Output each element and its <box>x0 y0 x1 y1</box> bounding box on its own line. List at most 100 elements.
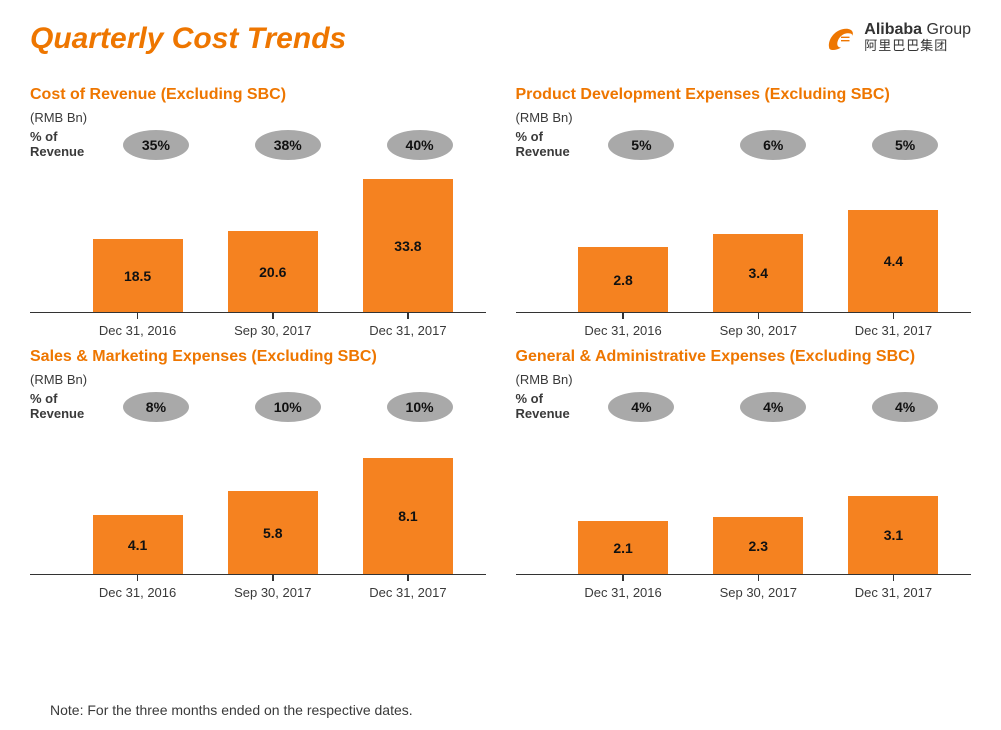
chart-panel-sales_marketing: Sales & Marketing Expenses (Excluding SB… <box>30 348 486 600</box>
bar-value-label: 20.6 <box>259 264 286 280</box>
tick-mark <box>758 313 760 319</box>
bar-value-label: 8.1 <box>398 508 417 524</box>
pct-badge: 10% <box>255 392 321 422</box>
bar: 33.8 <box>363 179 453 312</box>
bar-value-label: 5.8 <box>263 525 282 541</box>
pct-badge: 4% <box>608 392 674 422</box>
bar-value-label: 2.1 <box>613 540 632 556</box>
pct-badge: 4% <box>872 392 938 422</box>
x-axis-label: Dec 31, 2016 <box>556 585 691 600</box>
x-axis-label: Dec 31, 2016 <box>70 323 205 338</box>
bar-slot: 20.6 <box>205 163 340 312</box>
bar-value-label: 3.1 <box>884 527 903 543</box>
pct-of-revenue-label: % ofRevenue <box>516 392 576 422</box>
bar-slot: 3.4 <box>691 163 826 312</box>
chart-title: Cost of Revenue (Excluding SBC) <box>30 86 486 104</box>
x-axis-labels: Dec 31, 2016Sep 30, 2017Dec 31, 2017 <box>516 583 972 600</box>
tick-row <box>30 313 486 319</box>
bar: 2.8 <box>578 247 668 312</box>
pct-of-revenue-label: % ofRevenue <box>30 130 90 160</box>
bar-slot: 4.1 <box>70 425 205 574</box>
chart-unit-label: (RMB Bn) <box>30 110 486 125</box>
charts-grid: Cost of Revenue (Excluding SBC) (RMB Bn)%… <box>0 56 1001 600</box>
chart-title: General & Administrative Expenses (Exclu… <box>516 348 972 366</box>
chart-panel-cost_of_revenue: Cost of Revenue (Excluding SBC) (RMB Bn)%… <box>30 86 486 338</box>
x-axis-label: Dec 31, 2016 <box>556 323 691 338</box>
pct-badge: 4% <box>740 392 806 422</box>
footnote: Note: For the three months ended on the … <box>50 702 413 718</box>
tick-mark <box>407 313 409 319</box>
bar-value-label: 2.8 <box>613 272 632 288</box>
pct-of-revenue-row: % ofRevenue5%6%5% <box>516 127 972 163</box>
bar-area: 2.1 2.3 3.1 <box>516 425 972 575</box>
bar-value-label: 2.3 <box>749 538 768 554</box>
bar-value-label: 33.8 <box>394 238 421 254</box>
bar-value-label: 3.4 <box>749 265 768 281</box>
pct-of-revenue-label: % ofRevenue <box>516 130 576 160</box>
bar: 4.1 <box>93 515 183 574</box>
pct-badge: 6% <box>740 130 806 160</box>
bar-area: 2.8 3.4 4.4 <box>516 163 972 313</box>
x-axis-label: Dec 31, 2016 <box>70 585 205 600</box>
bar: 3.4 <box>713 234 803 312</box>
bar-slot: 18.5 <box>70 163 205 312</box>
x-axis-label: Sep 30, 2017 <box>205 585 340 600</box>
pct-of-revenue-row: % ofRevenue 4% 4% 4% <box>516 389 972 425</box>
bar-slot: 2.3 <box>691 425 826 574</box>
tick-mark <box>622 313 624 319</box>
x-axis-labels: Dec 31, 2016Sep 30, 2017Dec 31, 2017 <box>30 583 486 600</box>
tick-row <box>516 313 972 319</box>
pct-badge: 35% <box>123 130 189 160</box>
bar-slot: 2.8 <box>556 163 691 312</box>
bar-value-label: 4.4 <box>884 253 903 269</box>
chart-unit-label: (RMB Bn) <box>30 372 486 387</box>
logo-text: Alibaba Group 阿里巴巴集团 <box>864 22 971 52</box>
chart-unit-label: (RMB Bn) <box>516 110 972 125</box>
bar-slot: 8.1 <box>340 425 475 574</box>
x-axis-label: Sep 30, 2017 <box>691 323 826 338</box>
chart-title: Product Development Expenses (Excluding … <box>516 86 972 104</box>
bar-slot: 4.4 <box>826 163 961 312</box>
x-axis-label: Sep 30, 2017 <box>205 323 340 338</box>
tick-mark <box>272 575 274 581</box>
tick-mark <box>272 313 274 319</box>
tick-row <box>30 575 486 581</box>
logo-chinese: 阿里巴巴集团 <box>864 39 971 53</box>
tick-mark <box>622 575 624 581</box>
tick-mark <box>893 575 895 581</box>
tick-row <box>516 575 972 581</box>
x-axis-label: Dec 31, 2017 <box>340 323 475 338</box>
bar-value-label: 18.5 <box>124 268 151 284</box>
bar: 2.3 <box>713 517 803 574</box>
pct-of-revenue-row: % ofRevenue 8% 10% 10% <box>30 389 486 425</box>
pct-badge: 40% <box>387 130 453 160</box>
x-axis-label: Dec 31, 2017 <box>340 585 475 600</box>
bar: 5.8 <box>228 491 318 574</box>
bar: 3.1 <box>848 496 938 574</box>
tick-mark <box>758 575 760 581</box>
pct-badge: 38% <box>255 130 321 160</box>
page-title: Quarterly Cost Trends <box>30 22 346 56</box>
x-axis-label: Dec 31, 2017 <box>826 585 961 600</box>
chart-panel-general_admin: General & Administrative Expenses (Exclu… <box>516 348 972 600</box>
bar: 2.1 <box>578 521 668 574</box>
pct-of-revenue-row: % ofRevenue 35% 38% 40% <box>30 127 486 163</box>
logo-wordmark: Alibaba Group <box>864 22 971 39</box>
pct-of-revenue-label: % ofRevenue <box>30 392 90 422</box>
bar-area: 18.5 20.6 33.8 <box>30 163 486 313</box>
x-axis-labels: Dec 31, 2016Sep 30, 2017Dec 31, 2017 <box>516 321 972 338</box>
x-axis-label: Sep 30, 2017 <box>691 585 826 600</box>
bar-slot: 5.8 <box>205 425 340 574</box>
bar-slot: 2.1 <box>556 425 691 574</box>
chart-title: Sales & Marketing Expenses (Excluding SB… <box>30 348 486 366</box>
bar: 4.4 <box>848 210 938 312</box>
tick-mark <box>137 313 139 319</box>
bar-value-label: 4.1 <box>128 537 147 553</box>
tick-mark <box>893 313 895 319</box>
header: Quarterly Cost Trends Alibaba Group 阿里巴巴… <box>0 0 1001 56</box>
bar-slot: 33.8 <box>340 163 475 312</box>
pct-badge: 8% <box>123 392 189 422</box>
bar: 8.1 <box>363 458 453 574</box>
logo: Alibaba Group 阿里巴巴集团 <box>824 22 971 56</box>
pct-badge: 10% <box>387 392 453 422</box>
